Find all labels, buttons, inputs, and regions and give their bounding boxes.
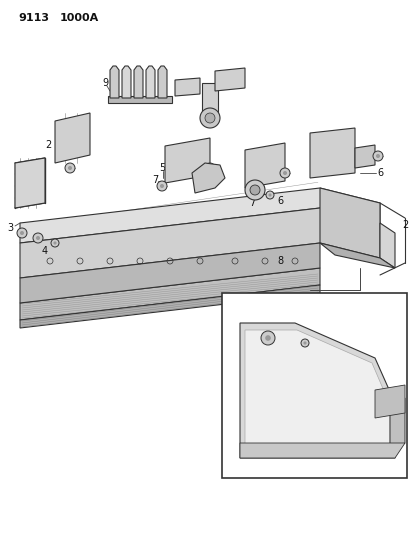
Text: 6: 6 — [277, 196, 283, 206]
Text: 9113: 9113 — [18, 13, 49, 23]
Polygon shape — [320, 188, 380, 258]
Circle shape — [266, 191, 274, 199]
Polygon shape — [245, 143, 285, 188]
Circle shape — [17, 228, 27, 238]
Text: 2: 2 — [402, 220, 408, 230]
Circle shape — [157, 181, 167, 191]
Circle shape — [205, 113, 215, 123]
Polygon shape — [108, 96, 172, 103]
Polygon shape — [20, 208, 380, 278]
Text: 7: 7 — [200, 116, 206, 126]
Polygon shape — [20, 285, 320, 328]
Circle shape — [65, 163, 75, 173]
Circle shape — [205, 163, 215, 173]
Text: 5: 5 — [159, 163, 165, 173]
Text: 10: 10 — [262, 310, 274, 320]
Polygon shape — [20, 268, 320, 320]
Polygon shape — [55, 113, 90, 163]
Circle shape — [250, 185, 260, 195]
Polygon shape — [240, 323, 395, 458]
Circle shape — [283, 171, 287, 175]
Circle shape — [301, 339, 309, 347]
Text: 1: 1 — [352, 248, 358, 258]
Polygon shape — [240, 443, 405, 458]
Polygon shape — [175, 78, 200, 96]
Circle shape — [33, 233, 43, 243]
Polygon shape — [355, 145, 375, 168]
Polygon shape — [380, 223, 395, 268]
Text: 3: 3 — [7, 223, 13, 233]
Circle shape — [376, 154, 380, 158]
Circle shape — [160, 184, 164, 188]
Circle shape — [51, 239, 59, 247]
Text: 7: 7 — [249, 198, 255, 208]
Polygon shape — [215, 68, 245, 91]
Polygon shape — [122, 66, 131, 98]
Polygon shape — [202, 83, 218, 118]
Polygon shape — [110, 66, 119, 98]
Polygon shape — [20, 243, 320, 303]
Text: 9: 9 — [102, 78, 108, 88]
Circle shape — [200, 108, 220, 128]
Text: 11: 11 — [306, 316, 318, 326]
Circle shape — [208, 166, 212, 170]
Circle shape — [304, 342, 306, 345]
Polygon shape — [158, 66, 167, 98]
Circle shape — [269, 193, 271, 197]
Polygon shape — [146, 66, 155, 98]
Text: 2: 2 — [45, 140, 51, 150]
Circle shape — [20, 231, 24, 235]
Circle shape — [36, 236, 40, 240]
Circle shape — [53, 241, 57, 245]
Circle shape — [373, 151, 383, 161]
Polygon shape — [310, 128, 355, 178]
Polygon shape — [165, 138, 210, 183]
Text: 7: 7 — [152, 175, 158, 185]
Polygon shape — [15, 158, 45, 208]
Text: 6: 6 — [377, 168, 383, 178]
Text: 12: 12 — [249, 171, 261, 180]
Polygon shape — [390, 398, 405, 451]
Polygon shape — [134, 66, 143, 98]
Circle shape — [280, 168, 290, 178]
Circle shape — [265, 335, 271, 341]
Bar — [222, 293, 407, 478]
Polygon shape — [375, 385, 405, 418]
Circle shape — [245, 180, 265, 200]
Text: 4: 4 — [42, 246, 48, 256]
Polygon shape — [192, 163, 225, 193]
Text: 1000A: 1000A — [60, 13, 99, 23]
Polygon shape — [320, 243, 395, 268]
Polygon shape — [20, 188, 380, 243]
Polygon shape — [245, 330, 390, 451]
Circle shape — [261, 331, 275, 345]
Text: 8: 8 — [277, 256, 283, 266]
Text: 5: 5 — [70, 143, 76, 153]
Circle shape — [68, 166, 72, 170]
